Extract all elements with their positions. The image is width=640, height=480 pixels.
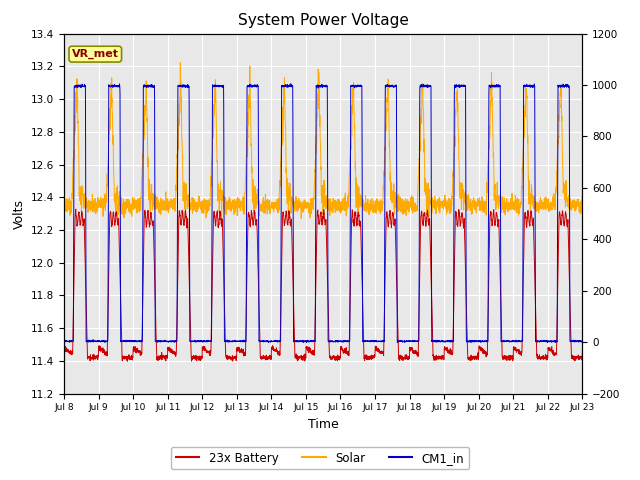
X-axis label: Time: Time (308, 418, 339, 431)
Legend: 23x Battery, Solar, CM1_in: 23x Battery, Solar, CM1_in (171, 447, 469, 469)
Title: System Power Voltage: System Power Voltage (238, 13, 408, 28)
Y-axis label: Volts: Volts (12, 199, 26, 228)
Text: VR_met: VR_met (72, 49, 119, 59)
